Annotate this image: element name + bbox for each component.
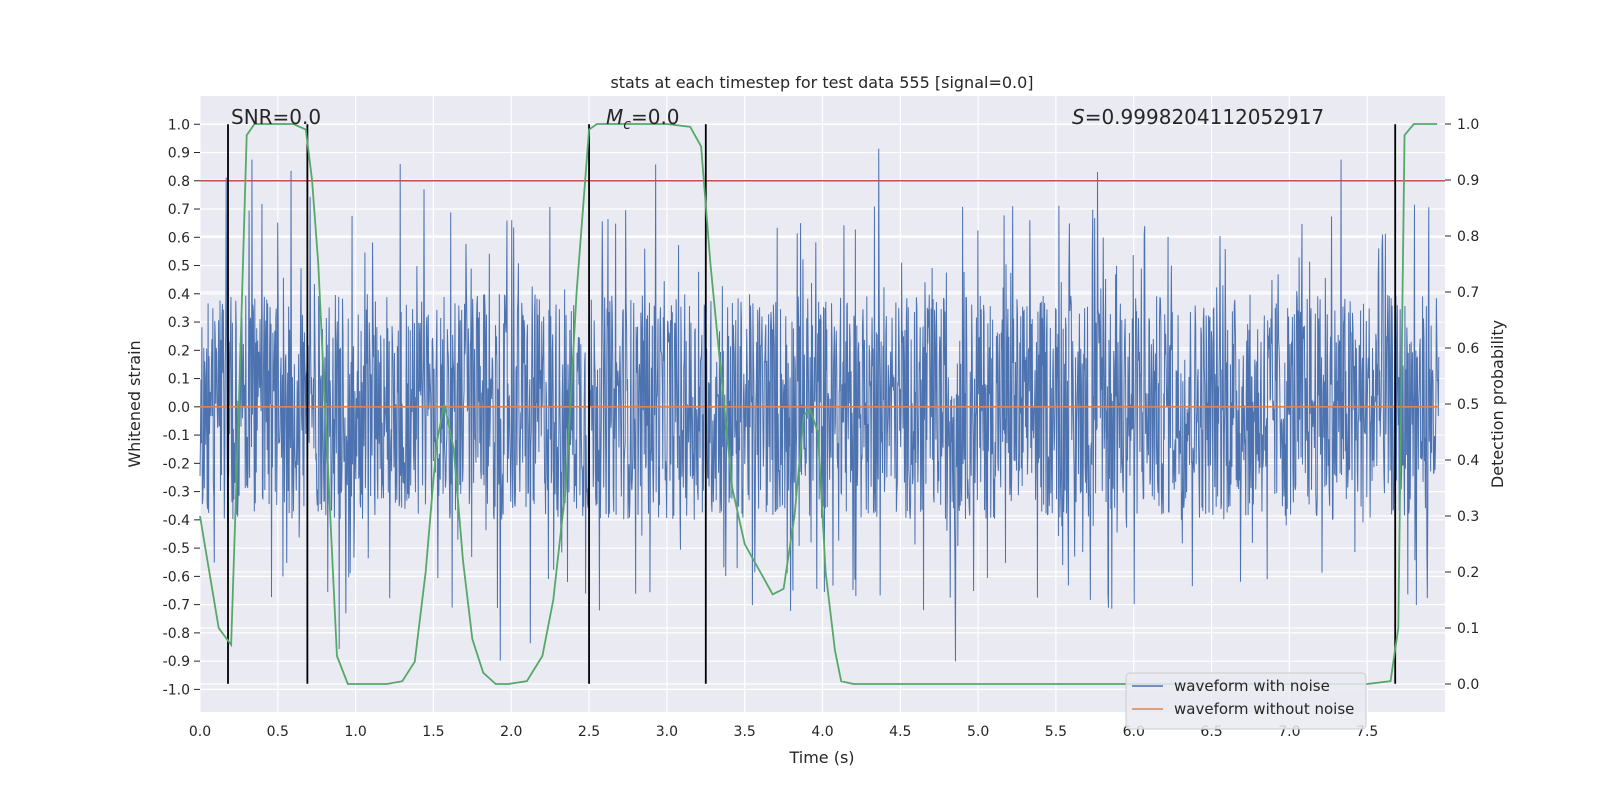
y-tick-label: -0.4 [163,513,190,529]
noise-waveform-line [199,148,1440,662]
chirp-mass-value: =0.0 [631,105,680,129]
x-tick-label: 4.5 [889,724,911,740]
x-tick-label: 1.5 [422,724,444,740]
series-waveform-with-noise [199,148,1440,662]
x-tick-label: 3.5 [734,724,756,740]
y-tick-label: 0.6 [168,230,190,246]
y-tick-label: 0.3 [168,315,190,331]
y-axis-label: Whitened strain [125,340,144,467]
y2-tick-label: 0.9 [1457,173,1479,189]
x-tick-label: 1.0 [344,724,366,740]
x-tick-label: 5.0 [967,724,989,740]
y2-tick-label: 0.1 [1457,621,1479,637]
y2-tick-label: 0.4 [1457,453,1479,469]
x-tick-label: 5.5 [1045,724,1067,740]
y2-tick-label: 1.0 [1457,117,1479,133]
x-tick-label: 3.0 [656,724,678,740]
snr-annotation: SNR=0.0 [231,105,321,129]
y-tick-label: 0.5 [168,259,190,275]
x-axis-label: Time (s) [788,748,854,767]
y-tick-label: -0.5 [163,541,190,557]
score-symbol: S [1072,105,1085,129]
y2-tick-label: 0.5 [1457,397,1479,413]
y-tick-label: -1.0 [163,682,190,698]
y-tick-label: -0.1 [163,428,190,444]
chart-title: stats at each timestep for test data 555… [610,73,1033,92]
x-tick-label: 0.5 [267,724,289,740]
y-tick-label: -0.7 [163,598,190,614]
x-tick-label: 2.0 [500,724,522,740]
x-tick-label: 4.0 [811,724,833,740]
legend: waveform with noise waveform without noi… [1125,672,1367,730]
y2-tick-label: 0.0 [1457,677,1479,693]
y2-tick-label: 0.2 [1457,565,1479,581]
y2-axis-label: Detection probability [1488,320,1507,488]
probability-line [199,123,1438,685]
y-tick-label: 0.9 [168,146,190,162]
event-markers [227,124,1397,684]
y-tick-label: 0.0 [168,400,190,416]
legend-label-clean: waveform without noise [1174,700,1354,718]
chirp-mass-subscript: c [623,117,631,133]
y2-axis-ticks: 0.0 0.1 0.2 0.3 0.4 0.5 0.6 0.7 0.8 0.9 1.0 [1445,117,1479,693]
chirp-mass-symbol: M [606,105,623,129]
y-tick-label: -0.6 [163,569,190,585]
y-tick-label: 0.1 [168,372,190,388]
x-tick-label: 2.5 [578,724,600,740]
y2-tick-label: 0.6 [1457,341,1479,357]
y-tick-label: 0.7 [168,202,190,218]
x-tick-label: 0.0 [189,724,211,740]
y2-tick-label: 0.3 [1457,509,1479,525]
series-detection-probability [199,123,1438,685]
y-tick-label: -0.9 [163,654,190,670]
score-annotation: S=0.9998204112052917 [1072,105,1324,129]
y-tick-label: -0.2 [163,456,190,472]
y-tick-label: 0.8 [168,174,190,190]
legend-box [1125,672,1367,730]
y2-tick-label: 0.7 [1457,285,1479,301]
y-tick-label: -0.8 [163,626,190,642]
score-value: =0.9998204112052917 [1085,105,1324,129]
y-tick-label: -0.3 [163,485,190,501]
legend-label-noise: waveform with noise [1174,677,1330,695]
y-tick-label: 1.0 [168,117,190,133]
y-tick-label: 0.2 [168,343,190,359]
y-tick-label: 0.4 [168,287,190,303]
y2-tick-label: 0.8 [1457,229,1479,245]
chirp-mass-annotation: Mc=0.0 [606,105,680,133]
y-axis-ticks: -1.0 -0.9 -0.8 -0.7 -0.6 -0.5 -0.4 -0.3 -0.2 -0.1… [163,117,200,698]
